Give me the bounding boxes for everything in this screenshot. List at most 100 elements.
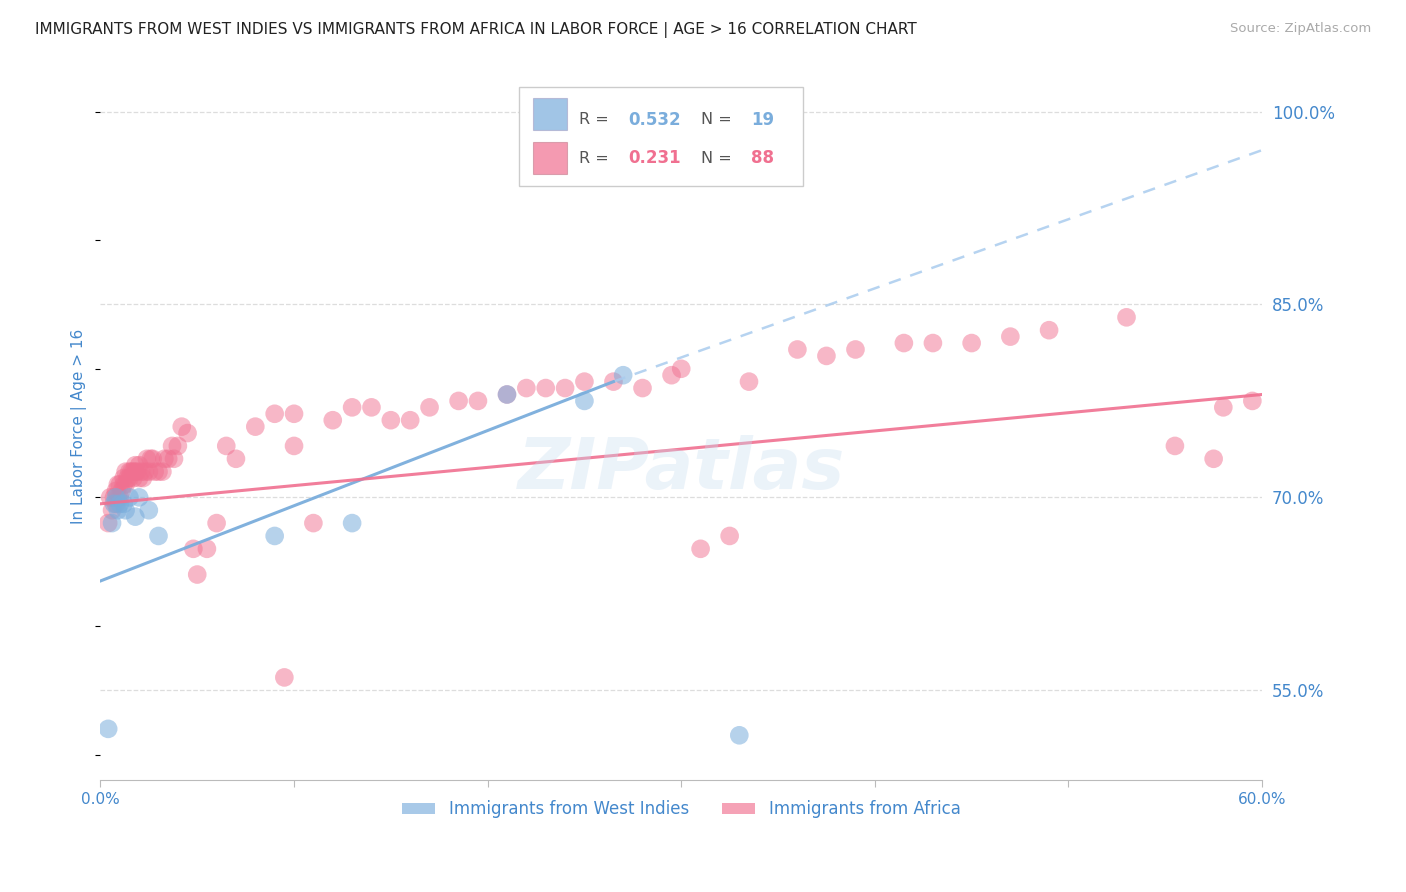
- Point: [148, 465, 170, 479]
- Point: [447, 393, 470, 408]
- Point: [689, 541, 711, 556]
- Point: [283, 439, 305, 453]
- Text: 0.532: 0.532: [628, 111, 681, 128]
- Point: [111, 483, 134, 498]
- Point: [107, 503, 129, 517]
- Point: [554, 381, 576, 395]
- Point: [107, 491, 129, 505]
- Point: [104, 491, 127, 505]
- Point: [496, 387, 519, 401]
- Point: [112, 477, 135, 491]
- Point: [612, 368, 634, 383]
- Point: [1202, 451, 1225, 466]
- Text: IMMIGRANTS FROM WEST INDIES VS IMMIGRANTS FROM AFRICA IN LABOR FORCE | AGE > 16 : IMMIGRANTS FROM WEST INDIES VS IMMIGRANT…: [35, 22, 917, 38]
- Point: [117, 471, 139, 485]
- Point: [922, 336, 945, 351]
- Point: [118, 491, 141, 505]
- Point: [467, 393, 489, 408]
- Point: [114, 465, 136, 479]
- Point: [134, 465, 156, 479]
- Point: [129, 465, 152, 479]
- Point: [107, 477, 129, 491]
- Point: [245, 419, 267, 434]
- Point: [120, 465, 142, 479]
- Point: [399, 413, 422, 427]
- Point: [273, 670, 295, 684]
- Point: [844, 343, 866, 357]
- Point: [728, 728, 751, 742]
- Point: [114, 477, 136, 491]
- Point: [124, 465, 146, 479]
- Point: [183, 541, 205, 556]
- Point: [108, 491, 131, 505]
- Point: [112, 471, 135, 485]
- Point: [97, 516, 120, 530]
- Point: [322, 413, 344, 427]
- Point: [139, 451, 162, 466]
- Point: [160, 439, 183, 453]
- Point: [786, 343, 808, 357]
- Point: [101, 516, 124, 530]
- Point: [114, 503, 136, 517]
- Point: [186, 567, 208, 582]
- Point: [157, 451, 180, 466]
- Text: R =: R =: [579, 151, 614, 166]
- Point: [143, 465, 166, 479]
- Point: [97, 722, 120, 736]
- Point: [515, 381, 537, 395]
- Point: [1241, 393, 1264, 408]
- Point: [101, 503, 124, 517]
- Point: [167, 439, 190, 453]
- Point: [118, 471, 141, 485]
- Point: [360, 401, 382, 415]
- Point: [815, 349, 838, 363]
- Text: 88: 88: [751, 150, 773, 168]
- Point: [960, 336, 983, 351]
- Point: [128, 471, 150, 485]
- Point: [128, 491, 150, 505]
- Point: [170, 419, 193, 434]
- Point: [215, 439, 238, 453]
- Point: [893, 336, 915, 351]
- Point: [122, 465, 145, 479]
- Point: [150, 465, 173, 479]
- Point: [122, 471, 145, 485]
- Point: [176, 426, 198, 441]
- Point: [631, 381, 654, 395]
- Point: [738, 375, 761, 389]
- Y-axis label: In Labor Force | Age > 16: In Labor Force | Age > 16: [72, 329, 87, 524]
- Point: [135, 451, 157, 466]
- Point: [574, 375, 596, 389]
- Text: Source: ZipAtlas.com: Source: ZipAtlas.com: [1230, 22, 1371, 36]
- Point: [148, 529, 170, 543]
- Point: [138, 465, 160, 479]
- Point: [98, 491, 121, 505]
- Point: [1000, 329, 1022, 343]
- Point: [103, 497, 125, 511]
- Point: [112, 497, 135, 511]
- Point: [1115, 310, 1137, 325]
- Point: [302, 516, 325, 530]
- Point: [661, 368, 683, 383]
- Point: [1038, 323, 1060, 337]
- Point: [108, 477, 131, 491]
- Point: [108, 497, 131, 511]
- Text: N =: N =: [702, 112, 737, 128]
- Point: [340, 516, 363, 530]
- FancyBboxPatch shape: [533, 98, 568, 129]
- Point: [263, 407, 285, 421]
- Point: [104, 497, 127, 511]
- Point: [132, 471, 155, 485]
- Point: [225, 451, 247, 466]
- Point: [534, 381, 557, 395]
- Point: [1164, 439, 1187, 453]
- Point: [163, 451, 186, 466]
- Point: [138, 503, 160, 517]
- Text: N =: N =: [702, 151, 737, 166]
- Point: [153, 451, 176, 466]
- Point: [263, 529, 285, 543]
- Point: [142, 451, 165, 466]
- Point: [718, 529, 741, 543]
- Point: [118, 465, 141, 479]
- Point: [195, 541, 218, 556]
